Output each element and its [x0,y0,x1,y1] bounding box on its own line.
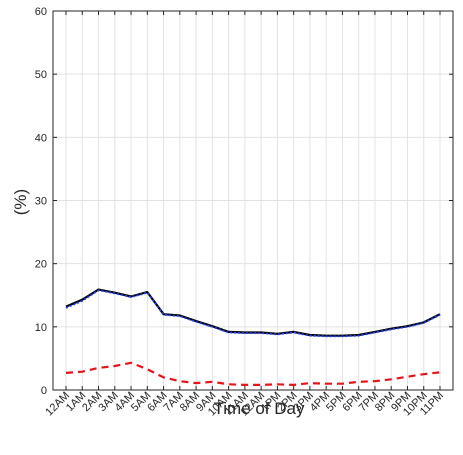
y-tick-label: 20 [35,259,47,271]
y-tick-label: 30 [35,196,47,208]
y-tick-label: 0 [41,385,47,397]
axes [52,10,454,391]
y-tick-label: 60 [35,6,47,18]
series-lines [65,288,441,386]
series-line-dashed [65,361,441,386]
y-tick-label: 40 [35,132,47,144]
x-tick-labels: 12AM1AM2AM3AM4AM5AM6AM7AM8AM9AM10AM11AM1… [43,390,446,419]
x-axis-label: Time of Day [213,399,305,418]
series-line-solid [65,288,441,337]
y-axis-label: (%) [11,189,30,215]
series-line-dotted [65,289,441,338]
y-tick-label: 50 [35,69,47,81]
y-tick-labels: 0 10 20 30 40 50 60 [35,6,47,397]
y-tick-label: 10 [35,322,47,334]
